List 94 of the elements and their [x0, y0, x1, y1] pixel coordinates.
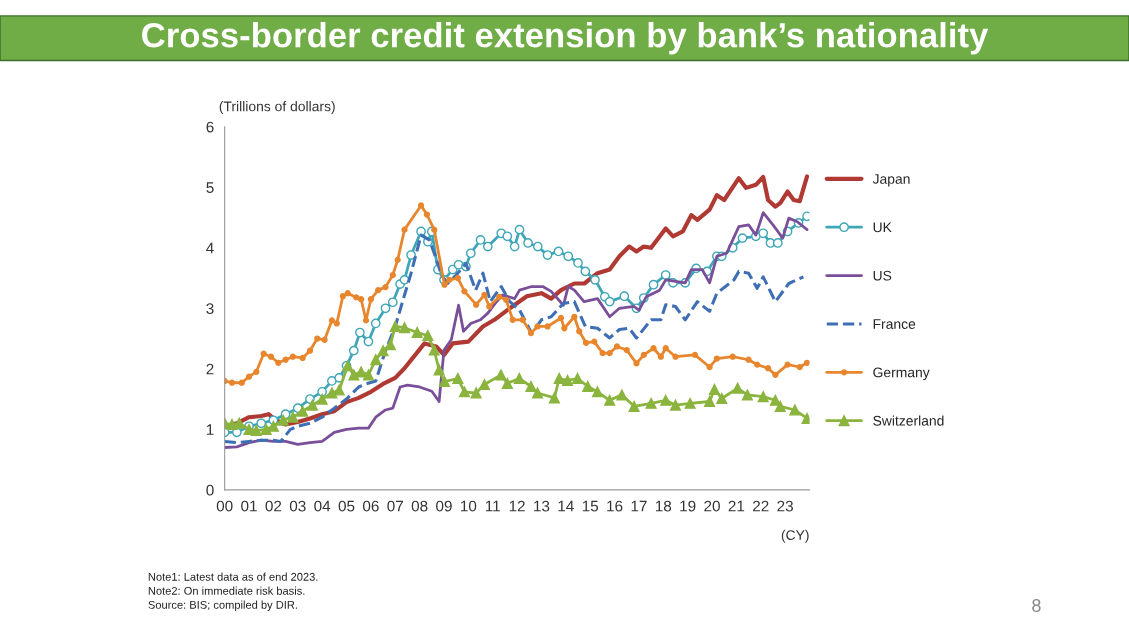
text: 8 [1032, 599, 1041, 612]
source-note: Source: BIS; compiled by DIR. [148, 600, 297, 611]
y-tick-label: 4 [206, 242, 214, 254]
point [513, 372, 525, 385]
x-tick-label: 20 [704, 500, 720, 512]
point [525, 380, 537, 392]
x-tick-label: 04 [314, 500, 331, 512]
point [716, 392, 728, 405]
point [250, 424, 262, 437]
x-axis-title: (CY) [781, 529, 809, 543]
point [769, 394, 781, 406]
point [645, 397, 657, 409]
point [306, 399, 318, 411]
point [571, 372, 584, 385]
x-tick-label: 23 [777, 500, 793, 512]
x-tick-label: 02 [265, 500, 282, 512]
point [297, 405, 309, 417]
legend-label: US [873, 270, 892, 281]
legend-label: France [873, 319, 916, 329]
point [452, 372, 464, 385]
y-tick-label: 6 [206, 121, 214, 133]
point [470, 387, 482, 399]
x-tick-label: 05 [338, 500, 355, 512]
x-tick-label: 19 [680, 500, 696, 512]
point [774, 400, 786, 412]
point [316, 393, 328, 405]
point [604, 394, 616, 406]
y-tick-label: 2 [206, 363, 214, 375]
point [422, 329, 434, 342]
x-tick-label: 10 [461, 500, 477, 512]
legend-label: Germany [873, 367, 930, 381]
chart-title: Cross-border credit extension by bank’s nationality [142, 22, 989, 55]
point [757, 391, 769, 403]
point [553, 372, 565, 385]
point [458, 386, 471, 398]
point [389, 320, 401, 333]
point [478, 379, 490, 391]
point [531, 387, 544, 399]
legend-label: UK [873, 222, 892, 233]
point [561, 374, 574, 386]
point [732, 382, 744, 394]
x-tick-label: 17 [631, 500, 647, 512]
point [741, 389, 753, 401]
point [789, 404, 801, 416]
point [591, 386, 604, 398]
x-tick-label: 07 [387, 500, 403, 512]
x-tick-label: 00 [216, 500, 233, 512]
y-tick-label: 5 [206, 182, 214, 193]
x-tick-label: 16 [607, 500, 623, 512]
point [277, 414, 289, 426]
point [433, 364, 445, 376]
point [708, 383, 721, 395]
x-tick-label: 14 [558, 500, 574, 512]
point [260, 423, 272, 435]
point [669, 399, 682, 411]
legend-label: Japan [872, 174, 910, 187]
point [326, 387, 338, 399]
y-tick-label: 0 [206, 484, 214, 496]
point [616, 389, 628, 401]
x-tick-label: 13 [534, 500, 550, 512]
x-tick-label: 03 [289, 500, 306, 512]
x-tick-label: 12 [509, 500, 525, 512]
point [438, 375, 451, 388]
x-tick-label: 06 [362, 500, 379, 512]
point [428, 344, 440, 356]
point [287, 411, 299, 423]
point [398, 322, 411, 334]
legend-label: Switzerland [873, 415, 944, 426]
text: Note2: On immediate risk basis. [148, 586, 305, 595]
x-tick-label: 01 [241, 500, 257, 512]
point [684, 397, 696, 409]
point [704, 395, 716, 408]
point [501, 377, 513, 389]
x-tick-label: 15 [582, 500, 599, 512]
text: Note1: Latest data as of end 2023. [148, 572, 318, 581]
point [628, 400, 640, 412]
point [660, 394, 672, 406]
point [377, 345, 389, 357]
x-tick-label: 22 [753, 500, 769, 512]
x-tick-label: 18 [655, 500, 672, 512]
point [348, 369, 360, 381]
x-tick-label: 21 [728, 500, 745, 512]
x-tick-label: 11 [485, 500, 500, 512]
x-tick-label: 09 [436, 500, 452, 512]
point [548, 392, 560, 404]
point [370, 354, 382, 366]
point [495, 369, 507, 381]
point [411, 326, 423, 339]
point [362, 369, 374, 381]
y-tick-label: 3 [206, 303, 214, 314]
y-tick-label: 1 [206, 424, 214, 435]
point [582, 380, 594, 392]
x-tick-label: 08 [411, 500, 428, 512]
y-axis-title: (Trillions of dollars) [219, 101, 335, 115]
